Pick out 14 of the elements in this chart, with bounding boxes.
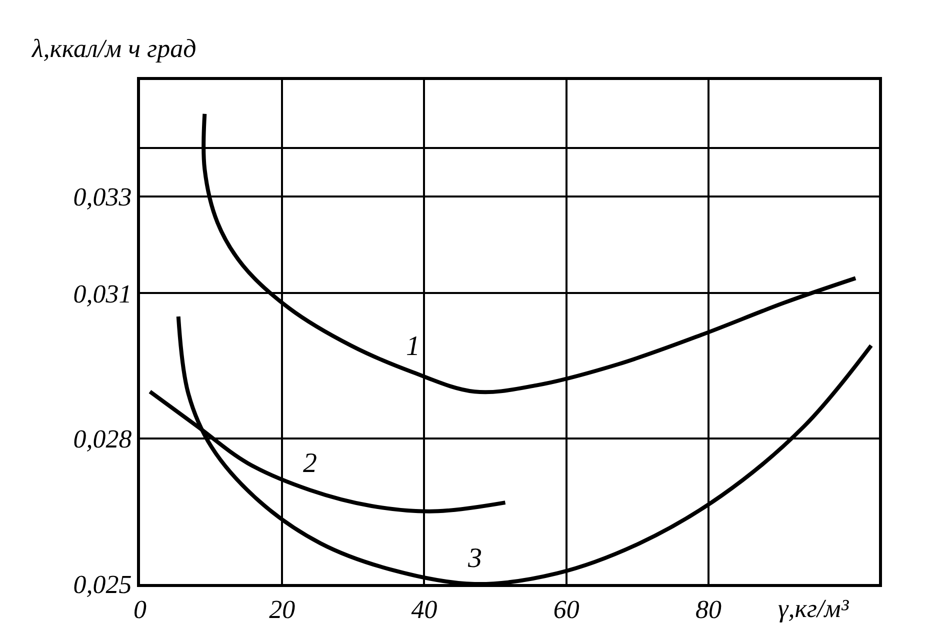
x-tick-label: 20 <box>269 595 296 624</box>
series-label: 2 <box>303 448 317 479</box>
y-tick-label: 0,031 <box>73 279 132 308</box>
series-label: 3 <box>467 543 482 574</box>
y-axis-title: λ,ккал/м ч град <box>31 34 196 63</box>
series-label: 1 <box>406 331 420 362</box>
x-tick-label: 60 <box>553 595 580 624</box>
y-tick-label: 0,028 <box>73 424 132 454</box>
y-tick-label: 0,025 <box>73 570 132 600</box>
x-tick-label: 0 <box>134 595 146 624</box>
y-tick-label: 0,033 <box>73 182 132 212</box>
x-axis-title: γ,кг/м³ <box>778 594 850 623</box>
x-tick-label: 80 <box>695 595 722 624</box>
x-tick-label: 40 <box>411 595 438 624</box>
